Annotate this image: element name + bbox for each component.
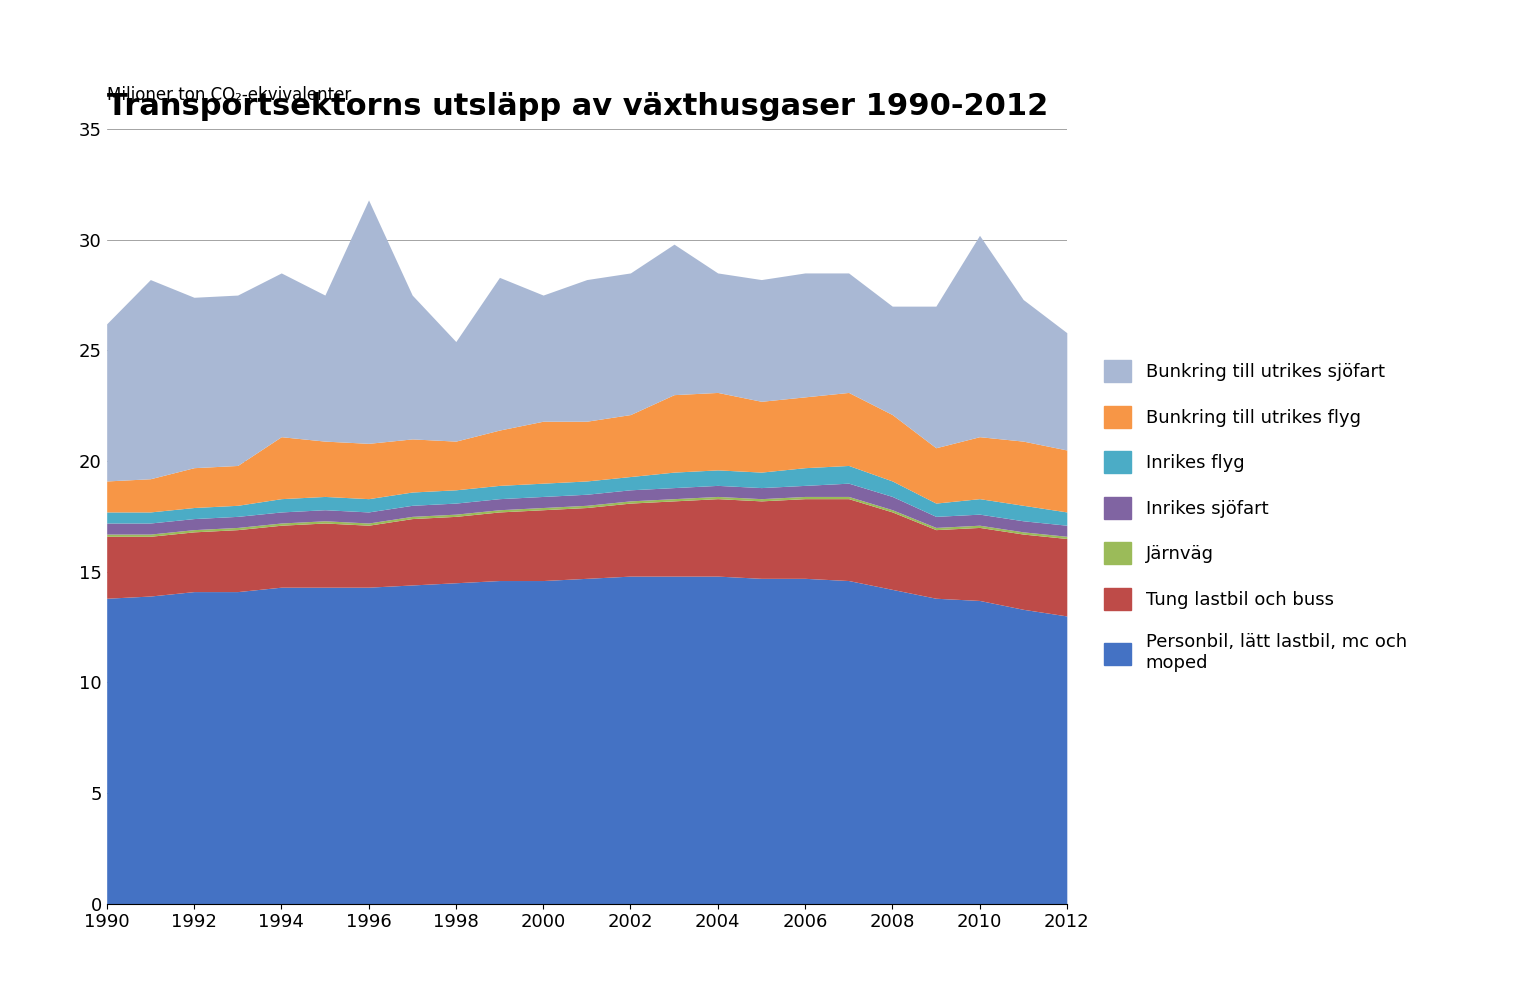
Legend: Bunkring till utrikes sjöfart, Bunkring till utrikes flyg, Inrikes flyg, Inrikes: Bunkring till utrikes sjöfart, Bunkring … [1096, 352, 1416, 681]
Text: Transportsektorns utsläpp av växthusgaser 1990-2012: Transportsektorns utsläpp av växthusgase… [107, 92, 1049, 121]
Text: Miljoner ton CO₂-ekvivalenter: Miljoner ton CO₂-ekvivalenter [107, 86, 351, 104]
